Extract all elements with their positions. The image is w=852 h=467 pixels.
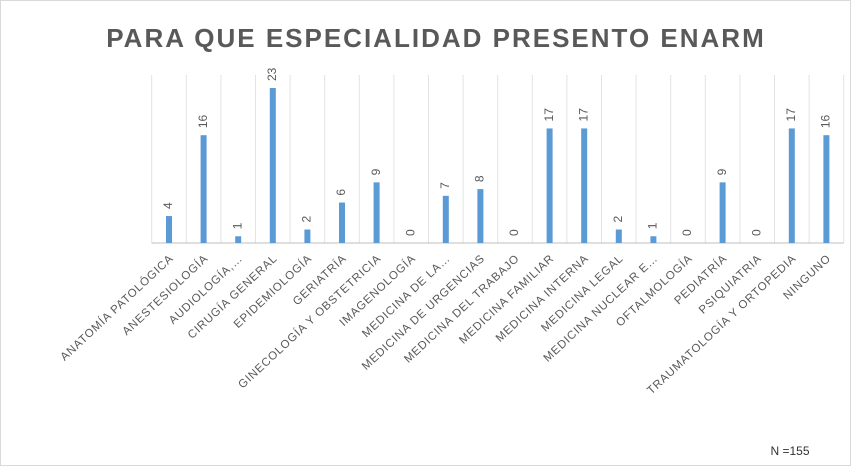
bar [235,236,242,243]
bar [200,135,207,243]
bar [442,195,449,243]
value-label: 17 [784,108,798,122]
value-label: 16 [819,115,833,129]
bar [166,216,172,243]
value-label: 4 [161,202,175,209]
bar [650,236,657,243]
value-label: 0 [507,229,521,236]
value-label: 0 [749,229,763,236]
value-label: 17 [576,108,590,122]
bar [269,88,276,243]
value-label: 0 [680,229,694,236]
bar [546,128,553,243]
bar [581,128,588,243]
chart-title: PARA QUE ESPECIALIDAD PRESENTO ENARM [106,23,765,53]
value-label: 2 [611,216,625,223]
value-label: 9 [715,168,729,175]
bar [304,229,311,243]
value-label: 17 [542,108,556,122]
bar [339,202,345,243]
value-label: 7 [438,182,452,189]
bar [788,128,795,243]
value-label: 8 [473,175,487,182]
value-label: 0 [403,229,417,236]
value-label: 6 [334,189,348,196]
bar [823,135,830,243]
value-label: 9 [369,168,383,175]
bar [719,182,726,243]
bar [477,189,484,243]
value-label: 1 [646,222,660,229]
value-label: 1 [230,222,244,229]
bar [615,229,622,243]
annotation: N =155 [770,444,809,458]
value-label: 16 [196,115,210,129]
value-label: 23 [265,67,279,81]
value-label: 2 [300,216,314,223]
bar [373,182,380,243]
